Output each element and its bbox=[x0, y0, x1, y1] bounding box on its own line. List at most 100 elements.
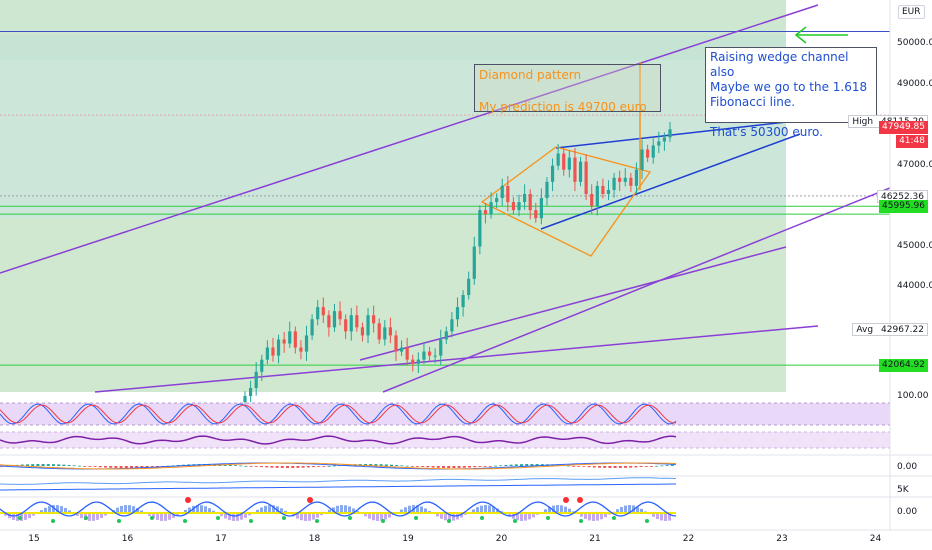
macd-scale-label: 0.00 bbox=[897, 462, 918, 472]
momentum-bar-76 bbox=[304, 513, 307, 521]
candle-body-20 bbox=[355, 315, 359, 328]
momentum-bar-84 bbox=[336, 505, 339, 513]
candle-body-18 bbox=[344, 319, 348, 332]
momentum-buy-dot-12 bbox=[414, 516, 418, 520]
momentum-buy-dot-16 bbox=[546, 516, 550, 520]
macd-bar-86 bbox=[447, 466, 451, 468]
momentum-bar-35 bbox=[140, 510, 143, 513]
candle-body-54 bbox=[545, 181, 549, 199]
indicator-panels bbox=[0, 402, 932, 523]
candle-body-75 bbox=[662, 137, 667, 142]
momentum-bar-39 bbox=[156, 513, 159, 521]
macd-bar-48 bbox=[249, 466, 253, 467]
momentum-bar-131 bbox=[524, 513, 527, 521]
macd-bar-120 bbox=[624, 466, 627, 468]
macd-bar-113 bbox=[587, 466, 591, 468]
macd-signal-line bbox=[0, 462, 677, 470]
macd-bar-83 bbox=[431, 466, 435, 468]
momentum-line bbox=[0, 501, 677, 517]
momentum-bar-94 bbox=[376, 513, 379, 521]
momentum-bar-145 bbox=[580, 513, 583, 517]
momentum-buy-dot-17 bbox=[579, 519, 583, 523]
momentum-bar-148 bbox=[592, 513, 595, 521]
wedge-note-line-1: Raising wedge channel also bbox=[710, 50, 849, 79]
x-tick-23: 23 bbox=[776, 534, 788, 544]
price-label-value: 45995.96 bbox=[882, 201, 925, 212]
momentum-bar-160 bbox=[640, 508, 643, 513]
momentum-bar-119 bbox=[476, 507, 479, 513]
momentum-bar-19 bbox=[76, 513, 79, 516]
momentum-bar-93 bbox=[372, 513, 375, 521]
momentum-bar-57 bbox=[228, 513, 231, 521]
candle-body-23 bbox=[372, 315, 376, 324]
momentum-bar-85 bbox=[340, 505, 343, 513]
macd-bar-57 bbox=[296, 466, 300, 468]
candle-body-5 bbox=[271, 347, 275, 356]
macd-bar-91 bbox=[473, 466, 477, 468]
candle-body-74 bbox=[657, 141, 661, 146]
macd-bar-19 bbox=[98, 466, 102, 468]
momentum-bar-156 bbox=[624, 505, 627, 513]
macd-bar-63 bbox=[327, 465, 331, 467]
macd-bar-45 bbox=[234, 465, 237, 466]
momentum-bar-16 bbox=[64, 507, 67, 513]
price-label-value: 41:48 bbox=[899, 135, 925, 146]
momentum-bar-138 bbox=[552, 505, 555, 513]
candle-body-72 bbox=[646, 149, 650, 158]
macd-bar-119 bbox=[618, 466, 622, 468]
macd-bar-127 bbox=[660, 465, 664, 467]
macd-bar-110 bbox=[572, 466, 575, 467]
momentum-bar-87 bbox=[348, 506, 351, 513]
momentum-bar-142 bbox=[568, 508, 571, 513]
candle-body-50 bbox=[523, 193, 527, 203]
momentum-bar-92 bbox=[368, 513, 371, 519]
price-label-5: Avg 42967.22 bbox=[852, 322, 928, 336]
candle-body-40 bbox=[467, 278, 471, 296]
candle-body-25 bbox=[383, 327, 387, 340]
macd-bar-58 bbox=[301, 466, 305, 468]
price-label-value: 47949.85 bbox=[882, 122, 925, 133]
x-tick-19: 19 bbox=[402, 534, 414, 544]
momentum-bar-75 bbox=[300, 513, 303, 521]
macd-bar-99 bbox=[514, 464, 518, 466]
momentum-buy-dot-2 bbox=[84, 516, 88, 520]
stoch-scale-label: 100.00 bbox=[897, 391, 929, 401]
macd-bar-50 bbox=[260, 466, 263, 468]
momentum-bar-96 bbox=[384, 513, 387, 520]
horizontal-price-lines bbox=[0, 31, 890, 366]
macd-bar-61 bbox=[317, 466, 321, 467]
macd-bar-82 bbox=[426, 466, 430, 468]
macd-bar-125 bbox=[650, 466, 653, 467]
y-tick-4: 44000.00 bbox=[897, 280, 932, 291]
macd-bar-126 bbox=[655, 465, 659, 467]
candle-body-9 bbox=[293, 331, 297, 348]
price-label-4: 45995.96 bbox=[879, 200, 928, 214]
momentum-bar-29 bbox=[116, 507, 119, 513]
diamond-note-line-1: Diamond pattern bbox=[479, 68, 582, 82]
candle-body-69 bbox=[629, 177, 633, 186]
momentum-bar-110 bbox=[440, 513, 443, 519]
macd-bar-95 bbox=[494, 465, 497, 467]
macd-bar-115 bbox=[598, 466, 601, 468]
candle-body-24 bbox=[377, 323, 381, 340]
momentum-bar-42 bbox=[168, 513, 171, 520]
momentum-buy-dot-5 bbox=[183, 519, 187, 523]
mid-channel-line bbox=[359, 246, 787, 361]
momentum-buy-dot-13 bbox=[447, 519, 451, 523]
volume-osc-line-2 bbox=[0, 477, 677, 485]
currency-selector[interactable]: EUR bbox=[898, 5, 925, 19]
macd-bar-80 bbox=[416, 466, 419, 467]
macd-bar-13 bbox=[67, 464, 71, 466]
momentum-bar-113 bbox=[452, 513, 455, 521]
macd-bar-28 bbox=[145, 466, 149, 468]
momentum-bar-55 bbox=[220, 513, 223, 517]
momentum-bar-88 bbox=[352, 508, 355, 513]
macd-bar-118 bbox=[613, 466, 617, 468]
momentum-bar-127 bbox=[508, 513, 511, 517]
candle-body-7 bbox=[282, 339, 286, 344]
momentum-bar-68 bbox=[272, 505, 275, 513]
candle-body-13 bbox=[316, 307, 320, 320]
macd-bar-9 bbox=[46, 464, 50, 466]
candle-body-43 bbox=[483, 210, 488, 215]
